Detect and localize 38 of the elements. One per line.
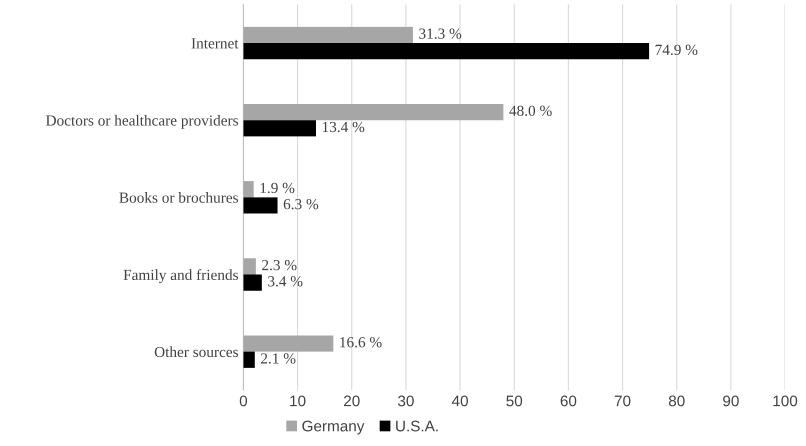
data-label: 3.4 % [268, 276, 303, 287]
bar [243, 274, 262, 291]
data-label: 2.3 % [262, 260, 297, 270]
x-tick-label: 90 [723, 396, 739, 406]
x-tick-label: 30 [398, 396, 414, 406]
x-tick-label: 70 [614, 396, 630, 406]
x-tick-label: 10 [290, 396, 306, 406]
x-tick-label: 50 [506, 396, 522, 406]
x-tick-label: 0 [240, 396, 248, 406]
data-label: 1.9 % [260, 182, 294, 194]
data-label: 16.6 % [340, 337, 382, 348]
x-tick-label: 20 [344, 396, 360, 406]
y-tick-label: Internet [192, 38, 238, 48]
data-label: 48.0 % [509, 106, 552, 116]
bar [243, 335, 334, 352]
bar [243, 120, 316, 136]
bar [243, 197, 278, 214]
bar [243, 258, 256, 275]
bar [243, 26, 413, 44]
data-label: 74.9 % [656, 44, 698, 56]
y-tick-label: Other sources [154, 346, 238, 358]
x-tick-label: 80 [668, 396, 685, 406]
y-tick-label: Books or brochures [119, 192, 238, 203]
x-tick-label: 60 [560, 396, 576, 406]
bar [243, 43, 650, 60]
data-label: 6.3 % [284, 198, 318, 210]
data-label: 31.3 % [419, 28, 462, 39]
y-tick-label: Family and friends [124, 269, 238, 284]
bar [243, 104, 504, 120]
data-label: 13.4 % [322, 122, 364, 132]
y-tick-label: Doctors or healthcare providers [46, 114, 238, 129]
bar [243, 352, 255, 368]
data-label: 2.1 % [261, 353, 296, 364]
bar [243, 181, 254, 198]
legend-label: Germany [302, 420, 364, 434]
legend-label: U.S.A. [396, 420, 438, 432]
x-tick-label: 100 [773, 396, 798, 406]
x-tick-label: 40 [452, 396, 468, 406]
